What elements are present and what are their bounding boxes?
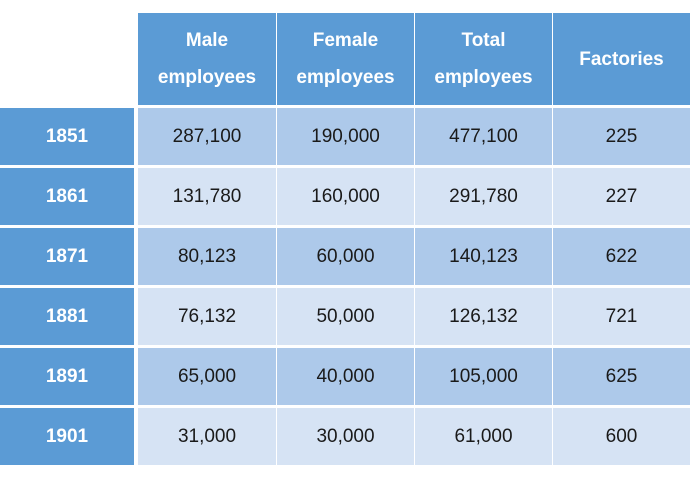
row-header-year: 1891 [0, 345, 137, 405]
cell-male-employees: 131,780 [137, 165, 276, 225]
column-header-line: employees [296, 67, 395, 88]
column-header-factories: Factories [552, 13, 690, 105]
column-header-line: Male [185, 30, 229, 51]
row-header-year: 1851 [0, 105, 137, 165]
column-header-line: employees [157, 67, 257, 88]
cell-total-employees: 126,132 [414, 285, 552, 345]
cell-female-employees: 190,000 [276, 105, 414, 165]
cell-factories: 227 [552, 165, 690, 225]
cell-male-employees: 76,132 [137, 285, 276, 345]
table-row: 1871 80,123 60,000 140,123 622 [0, 225, 690, 285]
column-header-line: Female [312, 30, 379, 51]
table-row: 1901 31,000 30,000 61,000 600 [0, 405, 690, 465]
cell-female-employees: 160,000 [276, 165, 414, 225]
cell-total-employees: 477,100 [414, 105, 552, 165]
cell-factories: 225 [552, 105, 690, 165]
row-header-year: 1871 [0, 225, 137, 285]
cell-factories: 600 [552, 405, 690, 465]
cell-total-employees: 61,000 [414, 405, 552, 465]
column-header-male-employees: Male employees [137, 13, 276, 105]
cell-factories: 721 [552, 285, 690, 345]
row-header-year: 1861 [0, 165, 137, 225]
cell-female-employees: 30,000 [276, 405, 414, 465]
corner-cell [0, 13, 137, 105]
cell-female-employees: 40,000 [276, 345, 414, 405]
column-header-line: employees [434, 67, 533, 88]
table-row: 1851 287,100 190,000 477,100 225 [0, 105, 690, 165]
row-header-year: 1901 [0, 405, 137, 465]
cell-male-employees: 287,100 [137, 105, 276, 165]
column-header-line: Factories [579, 48, 664, 70]
cell-factories: 622 [552, 225, 690, 285]
column-header-line: Total [461, 30, 506, 51]
cell-total-employees: 140,123 [414, 225, 552, 285]
cell-total-employees: 105,000 [414, 345, 552, 405]
header-row: Male employees Female employees Total em… [0, 13, 690, 105]
cell-male-employees: 80,123 [137, 225, 276, 285]
cell-female-employees: 50,000 [276, 285, 414, 345]
table-row: 1861 131,780 160,000 291,780 227 [0, 165, 690, 225]
employment-factories-table: Male employees Female employees Total em… [0, 13, 690, 465]
column-header-female-employees: Female employees [276, 13, 414, 105]
cell-factories: 625 [552, 345, 690, 405]
cell-male-employees: 31,000 [137, 405, 276, 465]
table-row: 1891 65,000 40,000 105,000 625 [0, 345, 690, 405]
table-row: 1881 76,132 50,000 126,132 721 [0, 285, 690, 345]
cell-total-employees: 291,780 [414, 165, 552, 225]
cell-female-employees: 60,000 [276, 225, 414, 285]
column-header-total-employees: Total employees [414, 13, 552, 105]
row-header-year: 1881 [0, 285, 137, 345]
cell-male-employees: 65,000 [137, 345, 276, 405]
